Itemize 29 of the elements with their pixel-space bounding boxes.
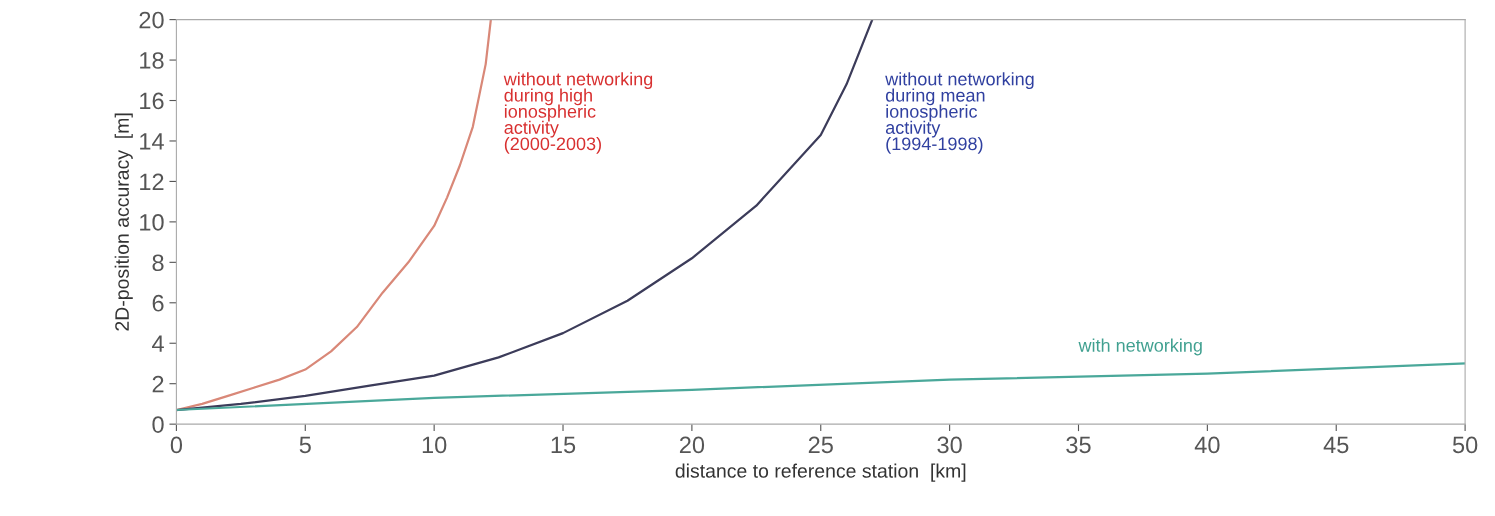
x-axis-title: distance to reference station [km] (675, 463, 966, 482)
x-tick-label: 10 (422, 436, 447, 454)
y-tick-label: 2 (152, 375, 164, 393)
series-label: without networking during high ionospheric activity (2000-2003) (503, 72, 653, 154)
x-tick-label: 40 (1194, 436, 1220, 454)
x-tick-label: 15 (551, 436, 576, 454)
x-tick-label: 25 (808, 436, 833, 454)
series-label: without networking during mean ionospheric activity (1994-1998) (885, 72, 1034, 154)
y-tick-label: 12 (140, 173, 164, 190)
x-tick-label: 20 (679, 436, 705, 454)
line-series (176, 362, 1466, 412)
y-tick-label: 0 (152, 416, 164, 433)
x-tick-label: 50 (1452, 436, 1478, 454)
y-tick-label: 8 (152, 254, 164, 272)
x-tick-label: 5 (299, 436, 311, 454)
y-tick-label: 20 (139, 11, 164, 29)
x-tick-label: 0 (170, 436, 183, 454)
series-label: with networking (1078, 338, 1202, 356)
y-tick-label: 16 (140, 92, 164, 110)
y-tick-label: 10 (140, 213, 164, 231)
y-tick-label: 18 (140, 52, 164, 69)
y-axis-title: 2D-position accuracy [m] (114, 113, 133, 331)
y-tick-label: 14 (140, 133, 164, 150)
x-tick-label: 45 (1323, 436, 1349, 454)
x-tick-label: 35 (1066, 436, 1091, 454)
x-tick-label: 30 (937, 436, 962, 454)
y-tick-label: 4 (152, 335, 164, 352)
line-series (176, 19, 492, 412)
y-tick-label: 6 (152, 294, 164, 312)
